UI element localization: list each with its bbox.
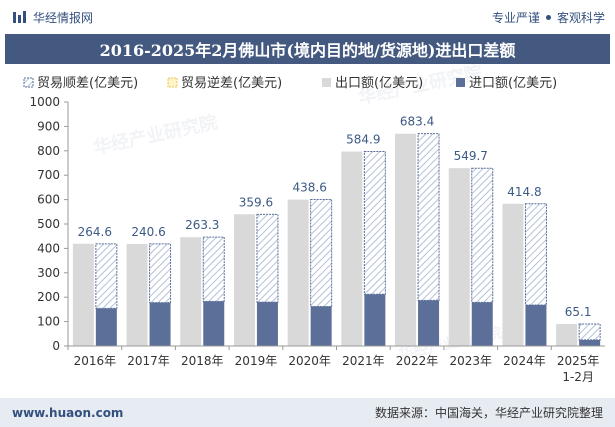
surplus-bar [578,323,601,341]
import-bar [579,339,601,346]
y-tick-label: 800 [37,144,60,158]
x-tick-label: 2021年 [342,354,385,368]
y-tick-label: 900 [37,119,60,133]
y-tick-label: 300 [37,266,60,280]
y-tick-label: 0 [52,339,60,353]
y-tick-label: 1000 [29,95,60,109]
x-tick-label: 2023年 [449,354,492,368]
footer-site: www.huaon.com [12,405,124,420]
surplus-bar [202,236,225,302]
legend-swatch [322,78,331,87]
surplus-bar [363,151,386,295]
chart-title-bar: 2016-2025年2月佛山市(境内目的地/货源地)进出口差额 [5,34,610,64]
header-tag-1: 专业严谨 [491,10,540,25]
surplus-data-label: 683.4 [400,115,434,129]
surplus-data-label: 549.7 [454,149,488,163]
legend-label: 进口额(亿美元) [469,76,557,91]
export-bar [287,199,309,346]
x-tick-label: 2020年 [288,354,331,368]
export-bar [126,244,148,346]
y-tick-label: 600 [37,193,60,207]
export-bar [341,151,363,346]
bars: 264.6 240.6 263.3 359.6 438.6 584.9 683.4 549.7… [72,115,601,346]
import-bar [525,305,547,346]
legend-swatch [167,77,178,88]
export-bar [180,237,202,346]
surplus-bar [95,243,118,309]
chart: 华经产业研究院华经产业研究院华经产业研究院 贸易顺差(亿美元)贸易逆差(亿美元)… [23,64,605,384]
legend-label: 贸易顺差(亿美元) [37,76,138,91]
surplus-bar [417,133,440,301]
import-bar [256,302,278,346]
y-axis: 0 100 200 300 400 500 600 700 800 900 1000 [29,95,69,353]
legend-label: 出口额(亿美元) [335,76,423,91]
footer-source: 数据来源：中国海关，华经产业研究院整理 [374,406,603,420]
y-tick-label: 500 [37,217,60,231]
import-bar [203,301,225,346]
header-tags: 专业严谨 客观科学 [492,9,605,26]
y-tick-label: 700 [37,168,60,182]
chart-title: 2016-2025年2月佛山市(境内目的地/货源地)进出口差额 [99,41,516,60]
x-tick-label: 2019年 [235,354,278,368]
surplus-data-label: 584.9 [346,133,380,147]
header-tag-2: 客观科学 [556,10,605,25]
surplus-data-label: 263.3 [185,218,219,232]
import-bar [471,302,493,346]
export-bar [448,168,470,346]
legend-swatch [23,77,34,88]
surplus-bar [256,213,279,303]
footer: www.huaon.com 数据来源：中国海关，华经产业研究院整理 [0,398,615,427]
y-tick-label: 400 [37,241,60,255]
export-bar [556,324,578,346]
import-bar [364,294,386,346]
import-bar [418,300,440,346]
surplus-data-label: 414.8 [507,185,541,199]
surplus-data-label: 65.1 [565,305,592,319]
x-axis: 2016年 2017年 2018年 2019年 2020年 2021年 2022年 2023年… [67,345,605,384]
x-tick-label: 2016年 [74,354,117,368]
y-tick-label: 100 [37,315,60,329]
brand-name: 华经情报网 [33,10,94,25]
x-tick-label: 2024年 [503,354,546,368]
x-tick-label: 2018年 [181,354,224,368]
y-tick-label: 200 [37,290,60,304]
huajing-logo-icon [13,10,26,23]
dot-separator-icon [545,14,551,20]
x-tick-label: 2017年 [127,354,170,368]
legend-swatch [456,78,465,87]
surplus-data-label: 438.6 [292,180,326,194]
export-bar [72,243,94,346]
surplus-bar [310,198,333,307]
import-bar [95,308,117,346]
surplus-data-label: 264.6 [78,225,112,239]
x-tick-label: 2022年 [396,354,439,368]
export-bar [502,203,524,346]
top-bar: 华经情报网 专业严谨 客观科学 [0,0,615,34]
import-bar [310,306,332,346]
import-bar [149,302,171,346]
surplus-bar [149,243,172,304]
surplus-bar [471,167,494,303]
x-tick-label: 2025年 1-2月 [557,354,600,384]
legend-label: 贸易逆差(亿美元) [181,75,282,91]
brand: 华经情报网 [12,9,93,26]
legend: 贸易顺差(亿美元) 贸易逆差(亿美元) 出口额(亿美元) 进口额(亿美元) [23,75,557,91]
surplus-bar [524,203,547,306]
watermark-text: 华经产业研究院 [91,111,219,159]
export-bar [395,133,417,346]
export-bar [233,214,255,346]
surplus-data-label: 359.6 [239,195,273,209]
surplus-data-label: 240.6 [131,225,165,239]
